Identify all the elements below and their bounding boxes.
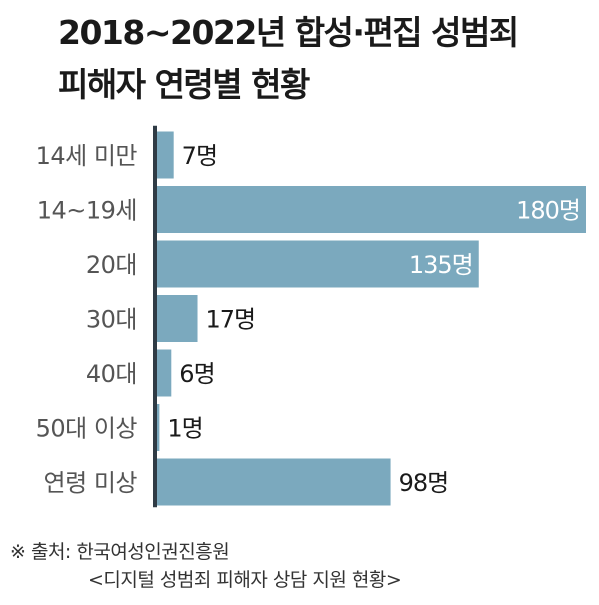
category-label-0: 14세 미만 [36, 142, 138, 170]
source-note: ※ 출처: 한국여성인권진흥원 [10, 541, 230, 563]
bar-6 [157, 458, 391, 506]
source-detail: <디지털 성범죄 피해자 상담 지원 현황> [88, 569, 402, 591]
bar-3 [157, 295, 198, 342]
category-label-3: 30대 [86, 306, 137, 334]
value-label-4: 6명 [179, 360, 214, 388]
value-label-3: 17명 [206, 306, 256, 334]
category-label-6: 연령 미상 [44, 469, 138, 497]
bar-0 [157, 131, 174, 179]
bar-1 [157, 186, 586, 233]
bar-5 [157, 404, 160, 451]
value-label-2: 135명 [409, 251, 473, 279]
chart-title-line-2: 피해자 연령별 현황 [58, 65, 310, 104]
category-label-2: 20대 [86, 251, 137, 279]
bar-chart: 14세 미만 7명 14~19세 180명 20대 135명 30대 17명 40대 6명 50대 … [36, 125, 586, 508]
category-label-1: 14~19세 [37, 197, 137, 225]
bar-4 [157, 349, 172, 397]
value-label-6: 98명 [399, 469, 449, 497]
category-label-4: 40대 [86, 360, 137, 388]
chart-title-line-1: 2018~2022년 합성·편집 성범죄 [58, 13, 519, 52]
bar-2 [157, 240, 479, 288]
value-label-1: 180명 [516, 197, 580, 225]
value-label-0: 7명 [182, 142, 217, 170]
value-label-5: 1명 [167, 415, 202, 443]
category-label-5: 50대 이상 [36, 415, 138, 443]
